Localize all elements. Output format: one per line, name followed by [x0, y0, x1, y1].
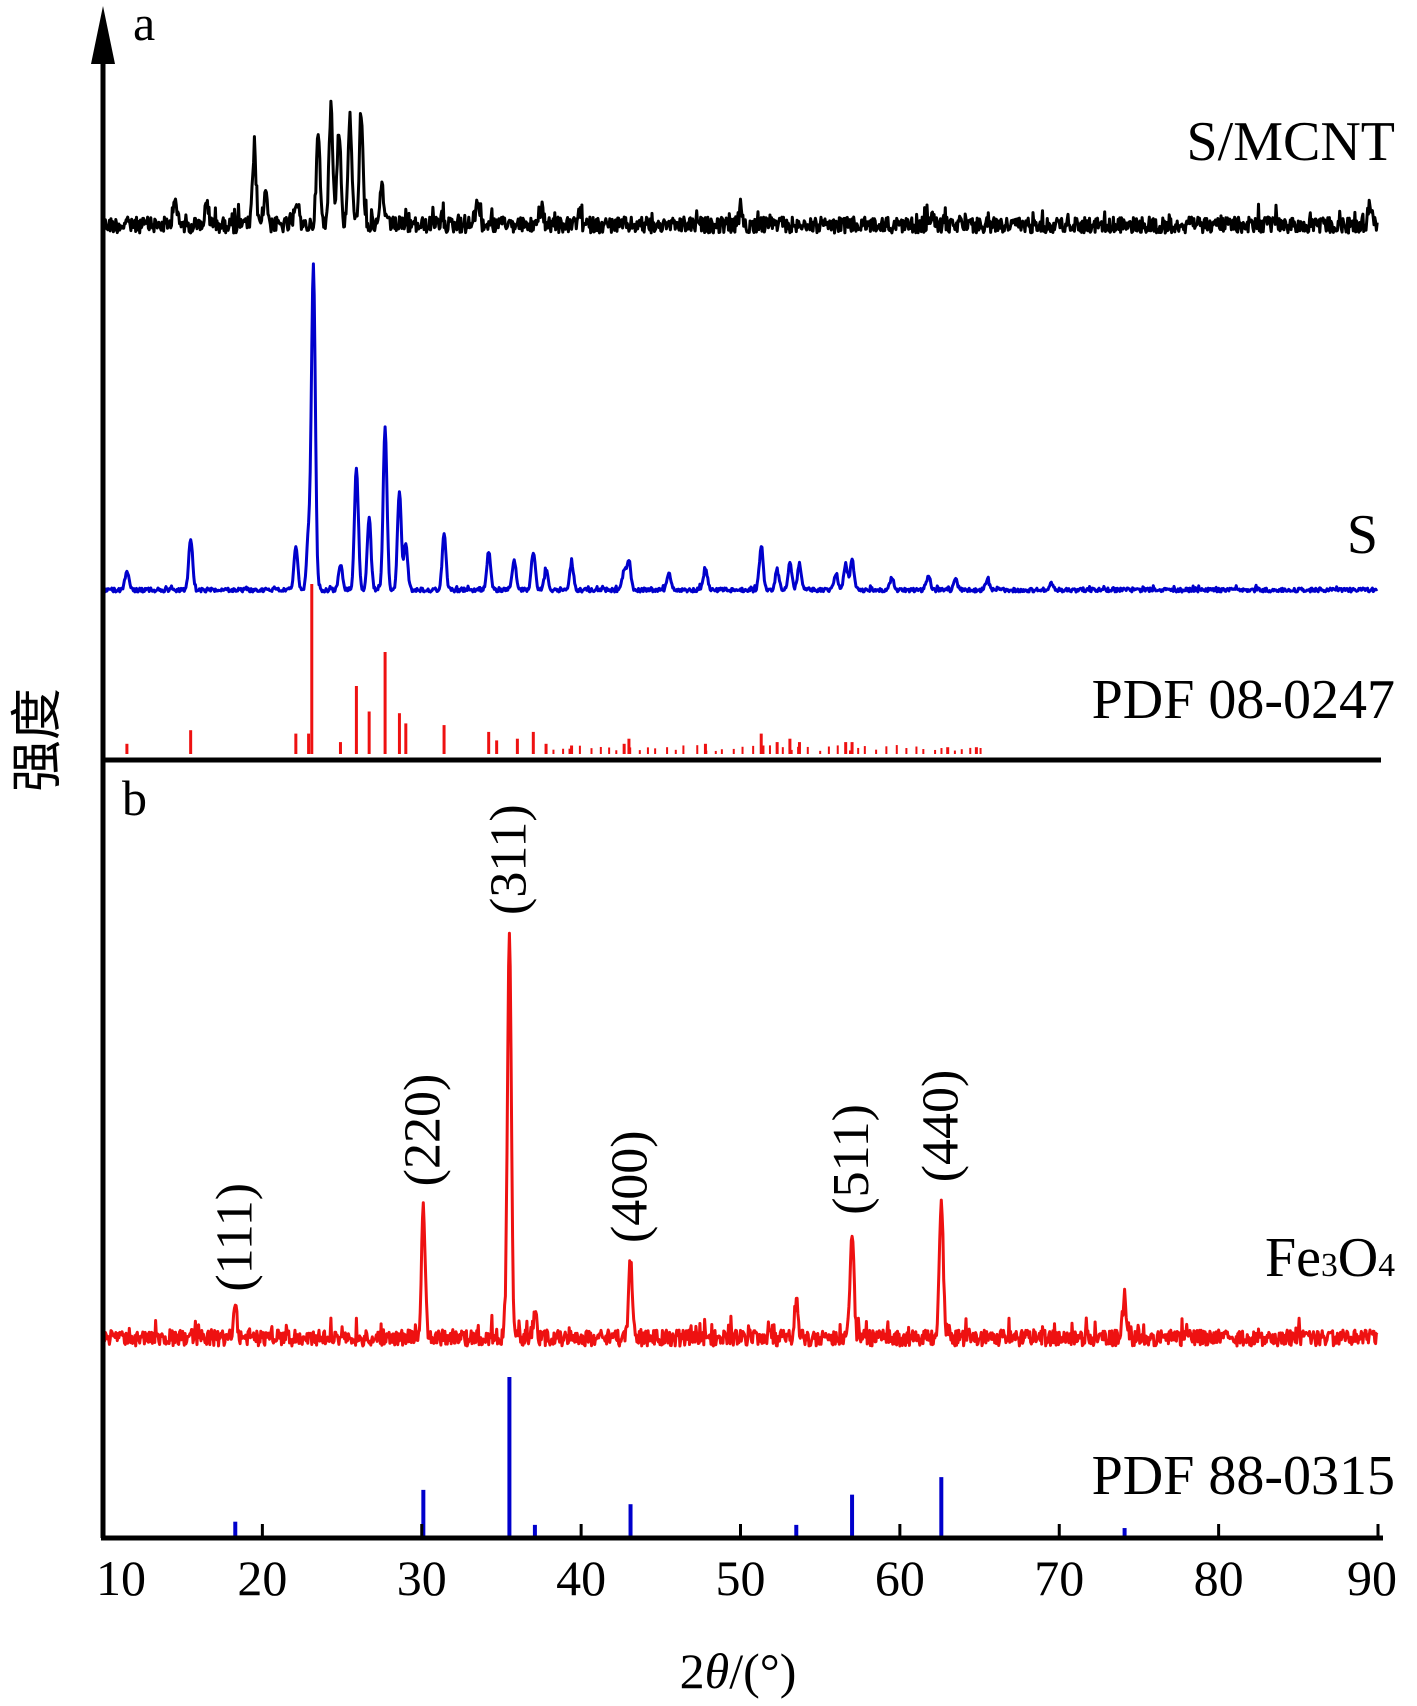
series-label: Fe3O4 [1265, 1227, 1395, 1289]
panel-label-a: a [133, 0, 155, 51]
series-pdf-08-0247 [125, 584, 982, 754]
x-tick-label: 40 [556, 1550, 606, 1606]
panel-label-b: b [122, 770, 147, 826]
series-fe3o4 [101, 931, 1379, 1348]
x-ticks [101, 1524, 1380, 1538]
diffraction-trace [102, 99, 1379, 235]
peak-annotations: (111) (220) (311) (400) (511) (440) [206, 804, 969, 1291]
x-tick-label: 50 [716, 1550, 766, 1606]
x-tick-label: 90 [1347, 1550, 1397, 1606]
peak-annotation: (400) [602, 1130, 659, 1243]
x-axis-label: 2θ/(°) [680, 1643, 797, 1699]
series-pdf-88-0315 [233, 1377, 1127, 1536]
peak-annotation: (440) [912, 1070, 969, 1183]
peak-annotation: (111) [206, 1183, 263, 1292]
series-s-mcnt [102, 99, 1379, 235]
series-s [101, 262, 1379, 594]
series-label: S [1347, 504, 1378, 566]
y-axis-arrow [91, 6, 115, 64]
x-tick-label: 60 [875, 1550, 925, 1606]
x-tick-label: 10 [96, 1550, 146, 1606]
y-axis-label: 强度 [10, 688, 67, 792]
peak-annotation: (311) [480, 804, 537, 915]
x-tick-label: 30 [397, 1550, 447, 1606]
peak-annotation: (220) [394, 1074, 451, 1187]
series-label: PDF 08-0247 [1092, 669, 1395, 731]
series-label: PDF 88-0315 [1092, 1445, 1395, 1507]
axes [91, 6, 1383, 1541]
diffraction-trace [101, 262, 1379, 594]
traces-layer [101, 99, 1379, 1536]
series-label: S/MCNT [1187, 111, 1396, 173]
x-tick-labels: 10 20 30 40 50 60 70 80 90 [96, 1550, 1397, 1606]
diffraction-trace [101, 931, 1379, 1348]
series-labels: S/MCNT S PDF 08-0247 Fe3O4 PDF 88-0315 [1092, 111, 1396, 1507]
x-tick-label: 80 [1194, 1550, 1244, 1606]
x-tick-label: 20 [237, 1550, 287, 1606]
peak-annotation: (511) [823, 1104, 880, 1215]
x-tick-label: 70 [1034, 1550, 1084, 1606]
